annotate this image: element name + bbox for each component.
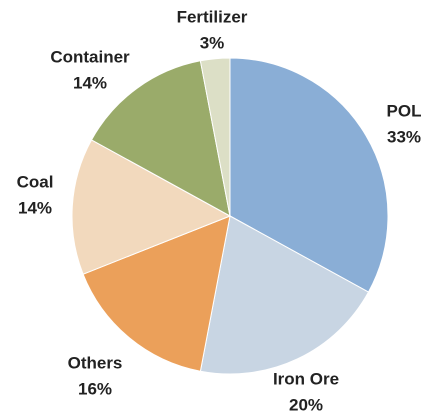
- slice-label: POL: [387, 101, 422, 120]
- pie-slice: [71, 139, 232, 275]
- slice-label: Others: [68, 353, 123, 372]
- pie-slice: [199, 57, 231, 217]
- pie-slice: [90, 60, 231, 217]
- slice-value-label: 14%: [73, 73, 107, 92]
- slice-label: Container: [50, 47, 130, 66]
- slice-label: Iron Ore: [273, 369, 339, 388]
- slice-label: Coal: [17, 172, 54, 191]
- slice-value-label: 3%: [200, 33, 225, 52]
- slice-value-label: 16%: [78, 379, 112, 398]
- slice-value-label: 33%: [387, 127, 421, 146]
- pie-slice: [82, 215, 231, 372]
- slice-value-label: 20%: [289, 395, 323, 414]
- pie-slice: [229, 57, 389, 293]
- pie-slice: [199, 215, 370, 375]
- slice-value-label: 14%: [18, 198, 52, 217]
- slice-label: Fertilizer: [177, 7, 248, 26]
